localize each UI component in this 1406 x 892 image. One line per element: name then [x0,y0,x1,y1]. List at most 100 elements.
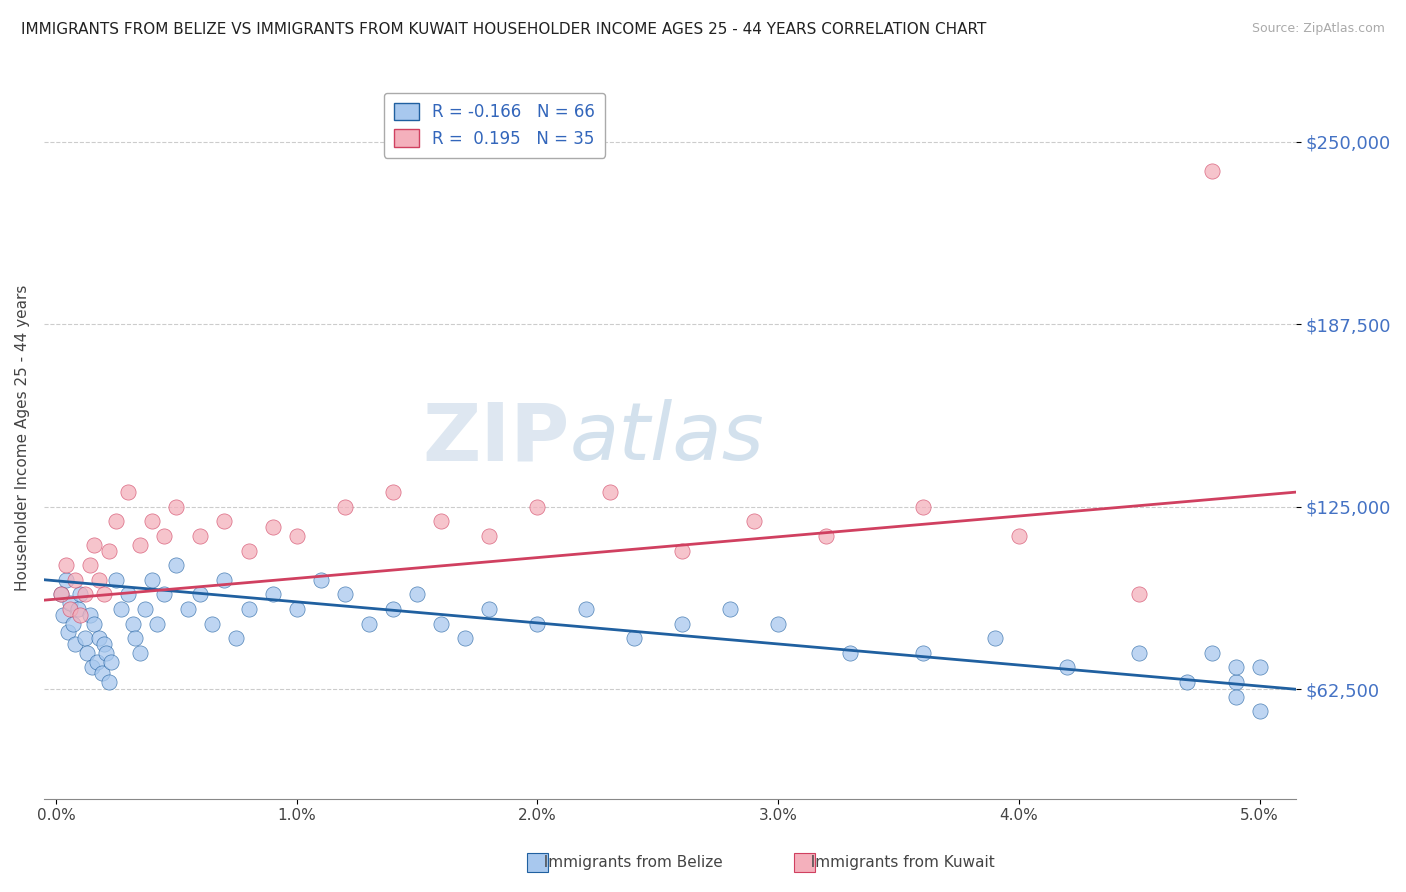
Point [430,616,453,631]
Point [63,573,86,587]
Y-axis label: Householder Income Ages 25 - 44 years: Householder Income Ages 25 - 44 years [15,285,30,591]
Point [262,587,284,601]
Point [1177,675,1199,690]
Point [76,646,98,660]
Point [381,485,404,500]
Point [357,616,380,631]
Point [984,631,1007,645]
Point [285,602,308,616]
Point [89,573,111,587]
Point [839,646,862,660]
Point [79,607,101,622]
Text: atlas: atlas [569,399,765,477]
Point [59,596,82,610]
Point [1225,675,1247,690]
Point [83,538,105,552]
Point [815,529,838,543]
Point [623,631,645,645]
Point [134,602,156,616]
Point [309,573,332,587]
Text: ZIP: ZIP [422,399,569,477]
Point [201,616,224,631]
Point [1128,646,1150,660]
Point [66,602,89,616]
Point [599,485,621,500]
Point [97,675,120,690]
Point [69,587,91,601]
Point [93,587,115,601]
Point [69,607,91,622]
Point [124,631,146,645]
Point [117,485,139,500]
Point [153,587,176,601]
Point [90,666,112,681]
Point [190,529,212,543]
Point [1008,529,1031,543]
Point [225,631,247,645]
Point [742,514,765,528]
Point [73,631,96,645]
Point [86,655,108,669]
Point [49,587,72,601]
Point [141,514,163,528]
Point [911,646,934,660]
Point [406,587,429,601]
Point [1225,660,1247,674]
Point [59,602,82,616]
Point [83,616,105,631]
Point [141,573,163,587]
Point [177,602,200,616]
Point [1128,587,1150,601]
Point [96,646,118,660]
Point [478,529,501,543]
Point [1249,660,1271,674]
Point [52,607,75,622]
Legend: R = -0.166   N = 66, R =  0.195   N = 35: R = -0.166 N = 66, R = 0.195 N = 35 [384,93,605,158]
Point [1201,164,1223,178]
Point [93,637,115,651]
Text: Immigrants from Kuwait: Immigrants from Kuwait [801,855,995,870]
Point [153,529,176,543]
Point [129,538,152,552]
Point [214,573,236,587]
Point [526,616,548,631]
Point [129,646,152,660]
Point [718,602,741,616]
Point [55,558,77,573]
Point [214,514,236,528]
Point [56,625,79,640]
Point [1249,704,1271,718]
Point [63,637,86,651]
Point [1201,646,1223,660]
Point [671,616,693,631]
Point [1225,690,1247,704]
Point [105,573,128,587]
Point [117,587,139,601]
Point [55,573,77,587]
Point [333,587,356,601]
Point [105,514,128,528]
Point [333,500,356,514]
Point [574,602,596,616]
Point [165,558,187,573]
Point [285,529,308,543]
Point [478,602,501,616]
Point [238,602,260,616]
Text: Source: ZipAtlas.com: Source: ZipAtlas.com [1251,22,1385,36]
Point [73,587,96,601]
Text: Immigrants from Belize: Immigrants from Belize [534,855,723,870]
Point [89,631,111,645]
Point [671,543,693,558]
Point [62,616,84,631]
Point [381,602,404,616]
Point [146,616,169,631]
Point [190,587,212,601]
Point [1056,660,1078,674]
Point [165,500,187,514]
Point [766,616,789,631]
Point [122,616,145,631]
Point [97,543,120,558]
Point [49,587,72,601]
Text: IMMIGRANTS FROM BELIZE VS IMMIGRANTS FROM KUWAIT HOUSEHOLDER INCOME AGES 25 - 44: IMMIGRANTS FROM BELIZE VS IMMIGRANTS FRO… [21,22,987,37]
Point [100,655,122,669]
